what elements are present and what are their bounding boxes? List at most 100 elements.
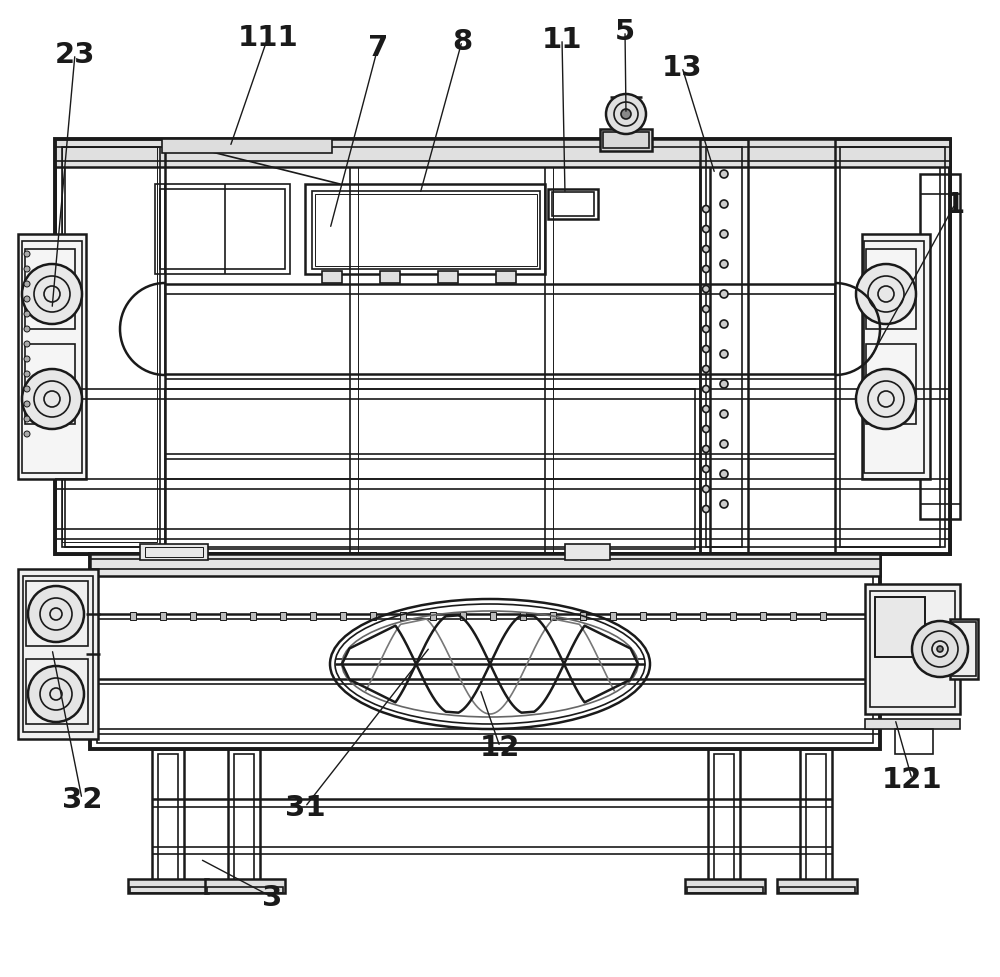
Circle shape <box>856 265 916 324</box>
Bar <box>875 597 925 658</box>
Bar <box>90 554 880 576</box>
Bar <box>322 272 342 283</box>
Bar <box>205 879 285 893</box>
Circle shape <box>24 267 30 273</box>
Circle shape <box>702 426 710 433</box>
Circle shape <box>720 201 728 209</box>
Bar <box>806 754 826 884</box>
Circle shape <box>720 471 728 479</box>
Bar <box>315 194 537 267</box>
Bar <box>22 241 82 474</box>
Bar <box>496 272 516 283</box>
Circle shape <box>24 432 30 438</box>
Bar <box>952 622 976 676</box>
Circle shape <box>702 326 710 333</box>
Circle shape <box>24 402 30 407</box>
Bar <box>895 729 933 754</box>
Bar <box>62 148 157 542</box>
Bar <box>220 613 226 620</box>
Circle shape <box>720 441 728 448</box>
Bar <box>700 140 748 554</box>
Text: 5: 5 <box>615 18 635 46</box>
Bar <box>207 887 283 893</box>
Circle shape <box>720 291 728 299</box>
Bar <box>552 192 594 217</box>
Circle shape <box>720 261 728 269</box>
Bar <box>520 613 526 620</box>
Circle shape <box>22 369 82 430</box>
Bar <box>312 191 540 270</box>
Circle shape <box>28 586 84 642</box>
Circle shape <box>24 297 30 303</box>
Bar <box>310 613 316 620</box>
Bar <box>158 754 178 884</box>
Circle shape <box>702 246 710 253</box>
Bar <box>305 185 545 275</box>
Bar <box>130 887 206 893</box>
Bar <box>380 272 400 283</box>
Bar <box>438 272 458 283</box>
Text: 1: 1 <box>945 191 965 219</box>
Bar <box>862 234 930 480</box>
Bar <box>26 659 88 724</box>
Text: 111: 111 <box>238 24 298 52</box>
Bar <box>90 554 880 749</box>
Bar <box>65 148 940 547</box>
Circle shape <box>606 95 646 135</box>
Bar <box>145 547 203 558</box>
Bar <box>250 613 256 620</box>
Bar <box>820 613 826 620</box>
Circle shape <box>856 369 916 430</box>
Circle shape <box>720 381 728 389</box>
Circle shape <box>702 266 710 274</box>
Circle shape <box>24 342 30 348</box>
Circle shape <box>24 281 30 287</box>
Circle shape <box>720 500 728 508</box>
Text: 121: 121 <box>882 765 942 793</box>
Circle shape <box>702 366 710 373</box>
Bar <box>162 140 332 153</box>
Bar <box>760 613 766 620</box>
Bar <box>55 140 950 168</box>
Bar <box>370 613 376 620</box>
Bar <box>610 613 616 620</box>
Circle shape <box>720 320 728 328</box>
Circle shape <box>702 466 710 473</box>
Bar <box>870 591 955 707</box>
Bar <box>600 130 652 151</box>
Text: 32: 32 <box>62 786 102 813</box>
Bar <box>280 613 286 620</box>
Circle shape <box>702 406 710 413</box>
Circle shape <box>24 326 30 332</box>
Bar <box>800 749 832 889</box>
Circle shape <box>912 621 968 677</box>
Circle shape <box>702 346 710 353</box>
Circle shape <box>720 231 728 238</box>
Bar <box>603 133 649 149</box>
Bar <box>840 148 945 547</box>
Circle shape <box>621 109 631 120</box>
Bar <box>864 241 924 474</box>
Circle shape <box>28 666 84 722</box>
Bar <box>430 613 436 620</box>
Circle shape <box>24 371 30 378</box>
Bar <box>160 613 166 620</box>
Circle shape <box>24 387 30 393</box>
Circle shape <box>702 306 710 314</box>
Bar <box>18 234 86 480</box>
Text: 3: 3 <box>262 883 282 912</box>
Bar <box>460 613 466 620</box>
Bar <box>687 887 763 893</box>
Bar <box>400 613 406 620</box>
Text: 11: 11 <box>542 26 582 54</box>
Bar <box>835 140 950 554</box>
Bar <box>55 140 165 554</box>
Bar <box>55 140 950 554</box>
Circle shape <box>720 410 728 418</box>
Bar <box>865 584 960 714</box>
Circle shape <box>702 486 710 493</box>
Bar <box>580 613 586 620</box>
Bar <box>23 576 93 732</box>
Bar <box>708 749 740 889</box>
Circle shape <box>702 286 710 293</box>
